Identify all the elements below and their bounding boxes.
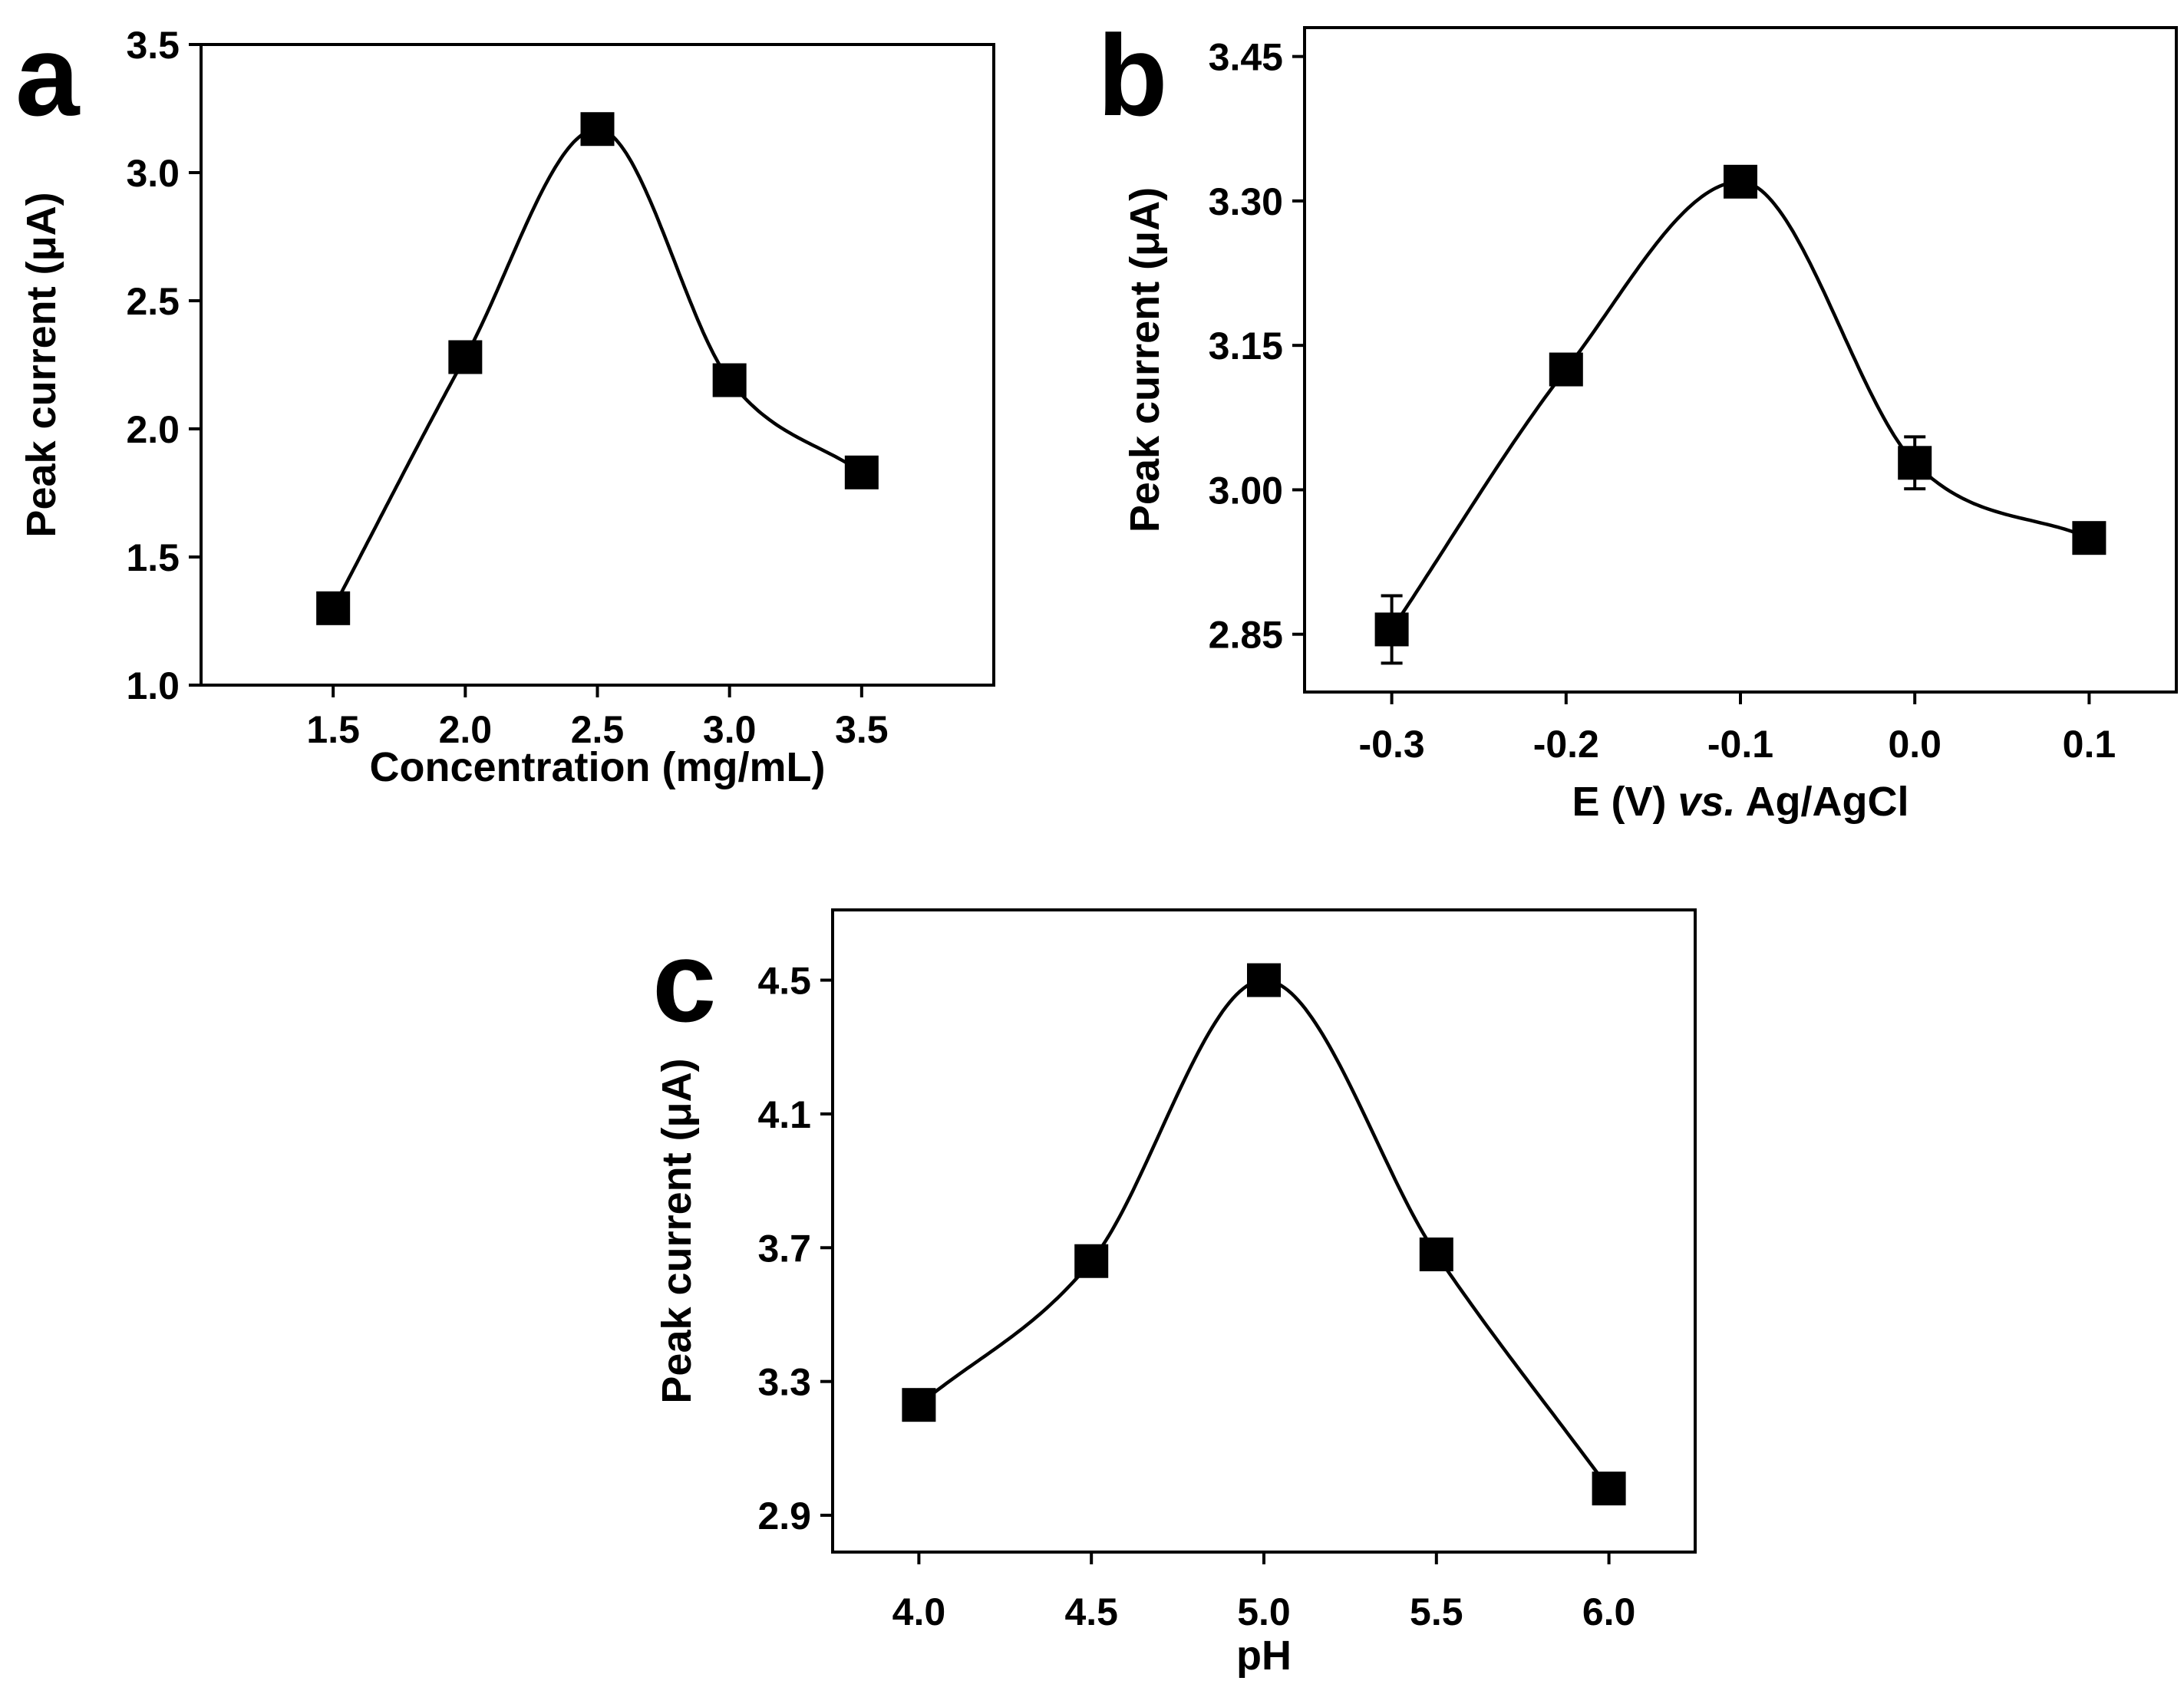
x-tick-label: 2.5 xyxy=(571,708,625,751)
y-tick-label: 3.7 xyxy=(757,1227,811,1270)
y-axis-title: Peak current (μA) xyxy=(654,1058,700,1403)
panel-letter: c xyxy=(652,917,716,1046)
series-line xyxy=(332,127,863,609)
x-tick-label: 5.5 xyxy=(1410,1590,1463,1633)
data-point xyxy=(1419,1238,1453,1272)
y-tick-label: 3.00 xyxy=(1209,469,1283,512)
x-axis-title: pH xyxy=(1236,1633,1292,1679)
y-tick-label: 2.9 xyxy=(757,1495,811,1537)
x-tick-label: -0.1 xyxy=(1707,723,1773,766)
data-point xyxy=(448,340,483,374)
data-point xyxy=(316,591,351,625)
x-axis-title: E (V) vs. Ag/AgCl xyxy=(1572,779,1909,825)
plot-frame xyxy=(1303,26,2178,694)
y-tick-label: 3.45 xyxy=(1209,36,1283,79)
y-tick-label: 2.85 xyxy=(1209,614,1283,657)
x-tick-label: -0.2 xyxy=(1533,723,1599,766)
data-point xyxy=(1549,352,1583,387)
y-tick-label: 1.5 xyxy=(126,536,180,579)
data-point xyxy=(1724,164,1757,199)
y-tick-label: 3.5 xyxy=(126,24,180,67)
x-tick-label: 3.5 xyxy=(835,708,889,751)
x-tick-label: 5.0 xyxy=(1237,1590,1291,1633)
x-axis-title: Concentration (mg/mL) xyxy=(370,744,826,790)
y-axis-title: Peak current (μA) xyxy=(1122,187,1168,532)
y-axis-title: Peak current (μA) xyxy=(18,192,64,537)
x-tick-label: 3.0 xyxy=(703,708,757,751)
data-point xyxy=(2072,521,2106,555)
data-point xyxy=(902,1388,936,1422)
x-tick-label: -0.3 xyxy=(1359,723,1425,766)
data-point xyxy=(844,455,879,489)
x-tick-label: 2.0 xyxy=(439,708,493,751)
x-tick-label: 0.0 xyxy=(1888,723,1942,766)
chart-panel-a: a1.5 2.0 2.5 3.0 3.51.01.52.02.53.03.5Concen… xyxy=(15,11,995,790)
x-tick-label: 1.5 xyxy=(306,708,360,751)
chart-panel-b: b -0.3 -0.2 -0.1 0.0 0.1 2.85 3.00 3.15 3.30 3.45 E… xyxy=(1097,11,2178,825)
y-tick-label: 3.15 xyxy=(1209,325,1283,367)
panel-letter: a xyxy=(15,11,81,140)
y-tick-label: 1.0 xyxy=(126,664,180,707)
series-line xyxy=(917,978,1611,1490)
x-tick-label: 0.1 xyxy=(2063,723,2116,766)
data-point xyxy=(1374,612,1409,647)
data-point xyxy=(712,363,747,397)
y-tick-label: 4.5 xyxy=(757,960,811,1003)
x-tick-label: 4.5 xyxy=(1064,1590,1118,1633)
data-point xyxy=(1074,1244,1109,1278)
x-tick-label: 4.0 xyxy=(892,1590,946,1633)
data-point xyxy=(1898,446,1932,480)
data-point xyxy=(1247,963,1281,997)
y-tick-label: 4.1 xyxy=(757,1093,811,1136)
y-tick-label: 3.3 xyxy=(757,1361,811,1404)
data-point xyxy=(1592,1472,1626,1506)
x-tick-label: 6.0 xyxy=(1582,1590,1636,1633)
y-tick-label: 3.30 xyxy=(1209,180,1283,223)
data-point xyxy=(580,112,615,147)
y-tick-label: 3.0 xyxy=(126,152,180,195)
plot-frame xyxy=(831,908,1697,1554)
panel-letter: b xyxy=(1097,11,1168,140)
series-line xyxy=(1390,180,2090,631)
chart-panel-c: c 4.0 4.5 5.0 5.5 6.0 2.9 3.3 3.7 4.1 4.5 pH Peak cu… xyxy=(652,908,1697,1679)
y-tick-label: 2.5 xyxy=(126,280,180,323)
y-tick-label: 2.0 xyxy=(126,408,180,451)
